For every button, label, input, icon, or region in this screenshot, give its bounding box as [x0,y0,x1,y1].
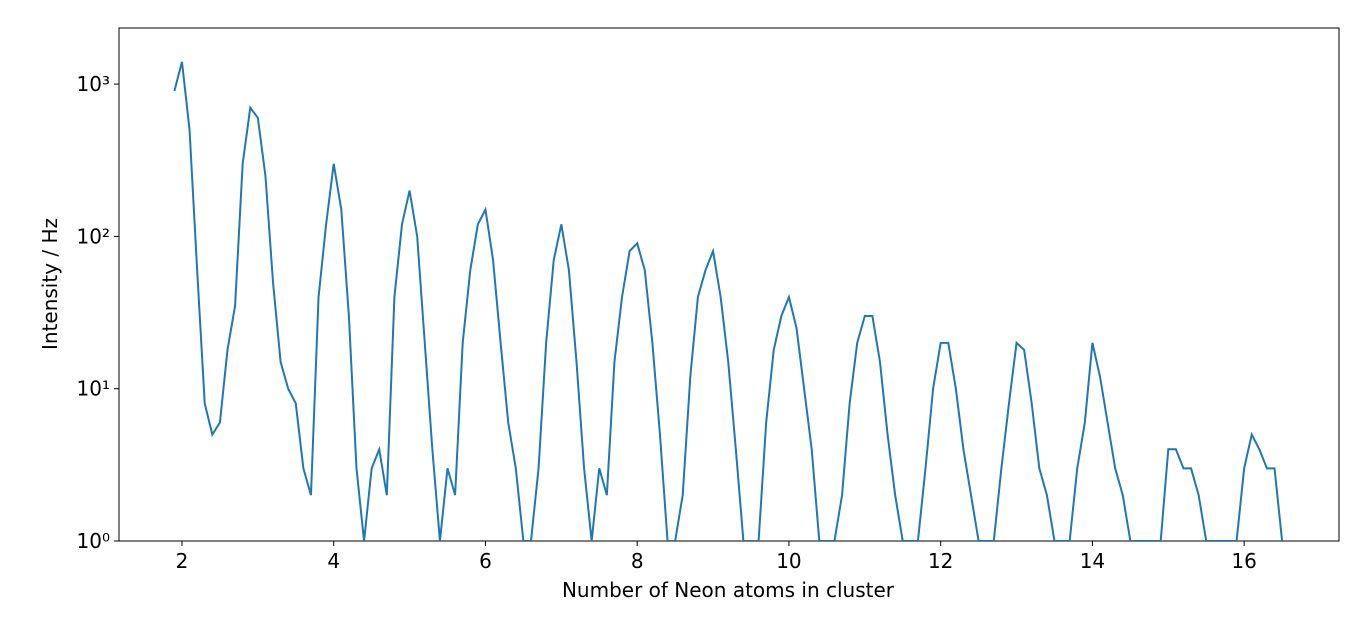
y-tick-label: 10² [77,224,110,248]
x-tick-label: 6 [479,549,492,573]
x-tick-label: 14 [1080,549,1105,573]
y-tick-label: 10⁰ [77,529,110,553]
x-axis-label: Number of Neon atoms in cluster [562,578,895,602]
x-tick-label: 8 [631,549,644,573]
y-axis-label: Intensity / Hz [38,218,62,350]
x-tick-label: 10 [776,549,801,573]
x-tick-label: 2 [176,549,189,573]
x-tick-label: 4 [327,549,340,573]
x-tick-label: 12 [928,549,953,573]
x-tick-label: 16 [1231,549,1256,573]
data-line [173,61,1284,541]
y-tick-label: 10³ [77,72,110,96]
y-tick-label: 10¹ [77,377,110,401]
plot-frame [118,27,1340,542]
